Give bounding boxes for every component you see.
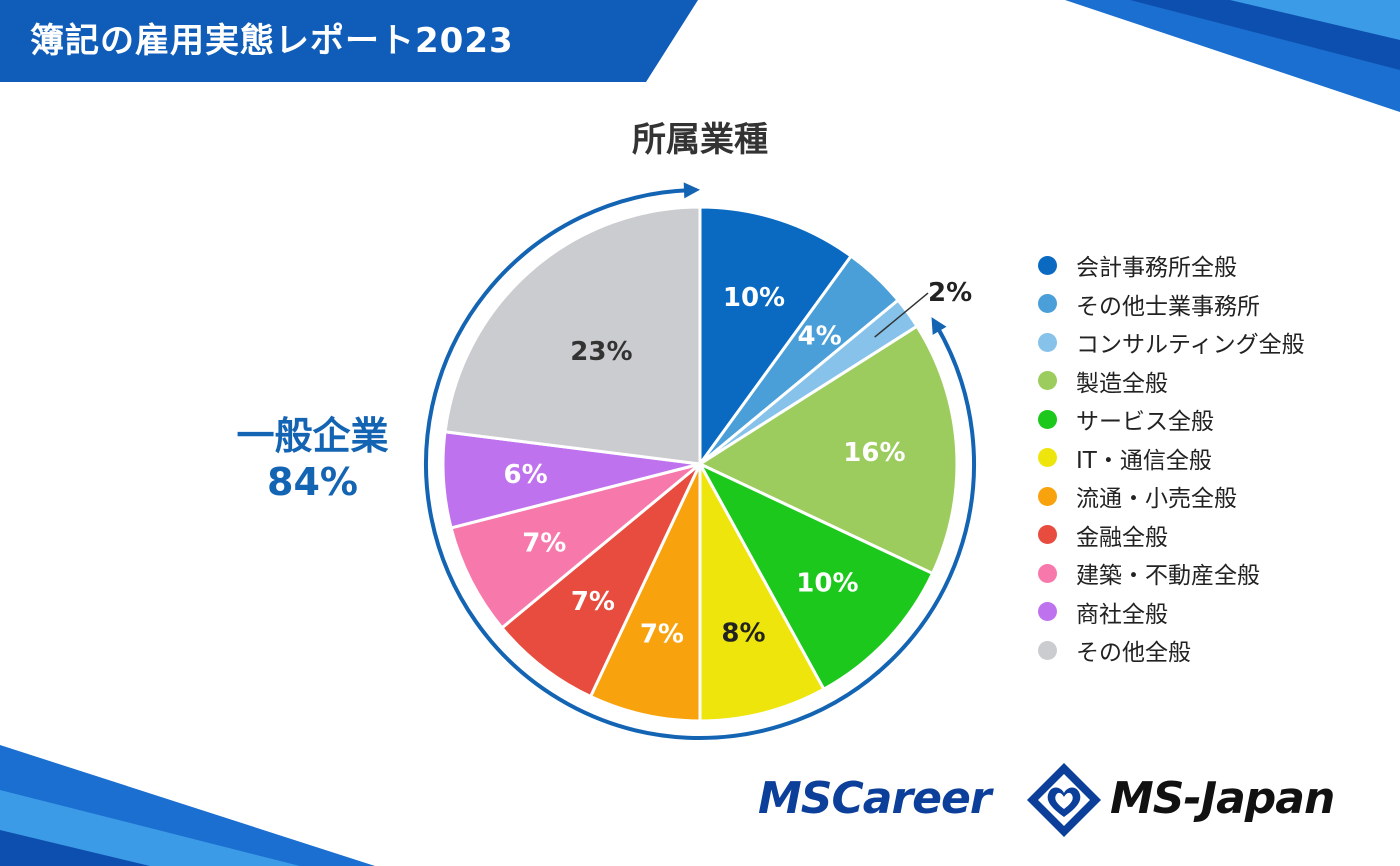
corner-stripe-top-right-light xyxy=(1230,0,1400,40)
legend-swatch-icon xyxy=(1038,640,1057,660)
slice-label-3: 16% xyxy=(843,438,905,468)
footer-logos: MSCareer MS-Japan xyxy=(755,755,1375,845)
pie-slice-5 xyxy=(698,462,826,723)
legend-swatch-icon xyxy=(1038,294,1057,314)
pie-slice-8 xyxy=(449,462,702,630)
legend-label: サービス全般 xyxy=(1076,409,1214,436)
slice-label-9: 6% xyxy=(504,460,548,490)
legend-item: 建築・不動産全般 xyxy=(1038,554,1305,593)
legend-item: IT・通信全般 xyxy=(1038,439,1305,478)
legend-label: 金融全般 xyxy=(1076,524,1168,551)
slice-label-6: 7% xyxy=(640,620,684,650)
group-bracket-arc xyxy=(424,188,976,741)
slice-label-5: 8% xyxy=(721,618,765,648)
legend-swatch-icon xyxy=(1038,525,1057,545)
group-annotation: 一般企業 84% xyxy=(205,414,420,505)
pie-slice-0 xyxy=(698,205,853,466)
pie-slice-6 xyxy=(589,462,702,723)
legend-label: 建築・不動産全般 xyxy=(1076,563,1260,590)
corner-stripe-bottom-left-dark xyxy=(0,830,150,866)
group-arrow-head-start xyxy=(931,317,947,335)
legend-swatch-icon xyxy=(1038,563,1057,583)
legend-swatch-icon xyxy=(1038,255,1057,275)
legend-label: 製造全般 xyxy=(1076,370,1168,397)
legend-label: 会計事務所全般 xyxy=(1076,255,1237,282)
mscareer-logo: MSCareer xyxy=(758,773,992,824)
pie-slice-4 xyxy=(698,462,935,691)
group-annotation-value: 84% xyxy=(267,459,358,504)
legend-label: IT・通信全般 xyxy=(1076,447,1212,474)
slice-label-2: 2% xyxy=(928,278,972,308)
slice-label-1: 4% xyxy=(798,322,842,352)
legend-swatch-icon xyxy=(1038,409,1057,429)
ms-japan-logo: MS-Japan xyxy=(1110,773,1335,824)
title-banner-shape xyxy=(0,0,698,82)
chart-title: 所属業種 xyxy=(632,120,768,160)
slice-label-7: 7% xyxy=(571,587,615,617)
legend-swatch-icon xyxy=(1038,371,1057,391)
legend-item: その他全般 xyxy=(1038,631,1305,670)
pie-slice-7 xyxy=(500,462,702,699)
legend-item: 金融全般 xyxy=(1038,516,1305,555)
pie-slice-3 xyxy=(698,324,959,575)
legend-label: その他士業事務所 xyxy=(1076,293,1260,320)
slice-label-0: 10% xyxy=(723,283,785,313)
legend-item: コンサルティング全般 xyxy=(1038,323,1305,362)
legend-label: 商社全般 xyxy=(1076,601,1168,628)
chart-legend: 会計事務所全般 その他士業事務所コンサルティング全般 製造全般サービス全般 IT・通信… xyxy=(1038,246,1305,670)
pie-slice-10 xyxy=(443,205,702,466)
slice-leader-line-2 xyxy=(874,292,929,338)
legend-label: 流通・小売全般 xyxy=(1076,486,1237,513)
legend-swatch-icon xyxy=(1038,486,1057,506)
ms-japan-diamond-icon xyxy=(1027,763,1101,837)
group-annotation-name: 一般企業 xyxy=(236,414,389,458)
legend-swatch-icon xyxy=(1038,602,1057,622)
legend-item: 製造全般 xyxy=(1038,362,1305,401)
slice-label-8: 7% xyxy=(522,528,566,558)
legend-item: サービス全般 xyxy=(1038,400,1305,439)
report-title: 簿記の雇用実態レポート2023 xyxy=(30,21,514,61)
slice-label-4: 10% xyxy=(796,569,858,599)
legend-item: その他士業事務所 xyxy=(1038,285,1305,324)
legend-swatch-icon xyxy=(1038,332,1057,352)
slice-label-10: 23% xyxy=(570,337,632,367)
corner-stripe-bottom-left-light xyxy=(0,790,300,866)
legend-label: コンサルティング全般 xyxy=(1076,332,1305,359)
legend-item: 商社全般 xyxy=(1038,593,1305,632)
legend-item: 流通・小売全般 xyxy=(1038,477,1305,516)
legend-item: 会計事務所全般 xyxy=(1038,246,1305,285)
legend-label: その他全般 xyxy=(1076,640,1191,667)
group-arrow-head-end xyxy=(683,182,700,199)
legend-swatch-icon xyxy=(1038,448,1057,468)
